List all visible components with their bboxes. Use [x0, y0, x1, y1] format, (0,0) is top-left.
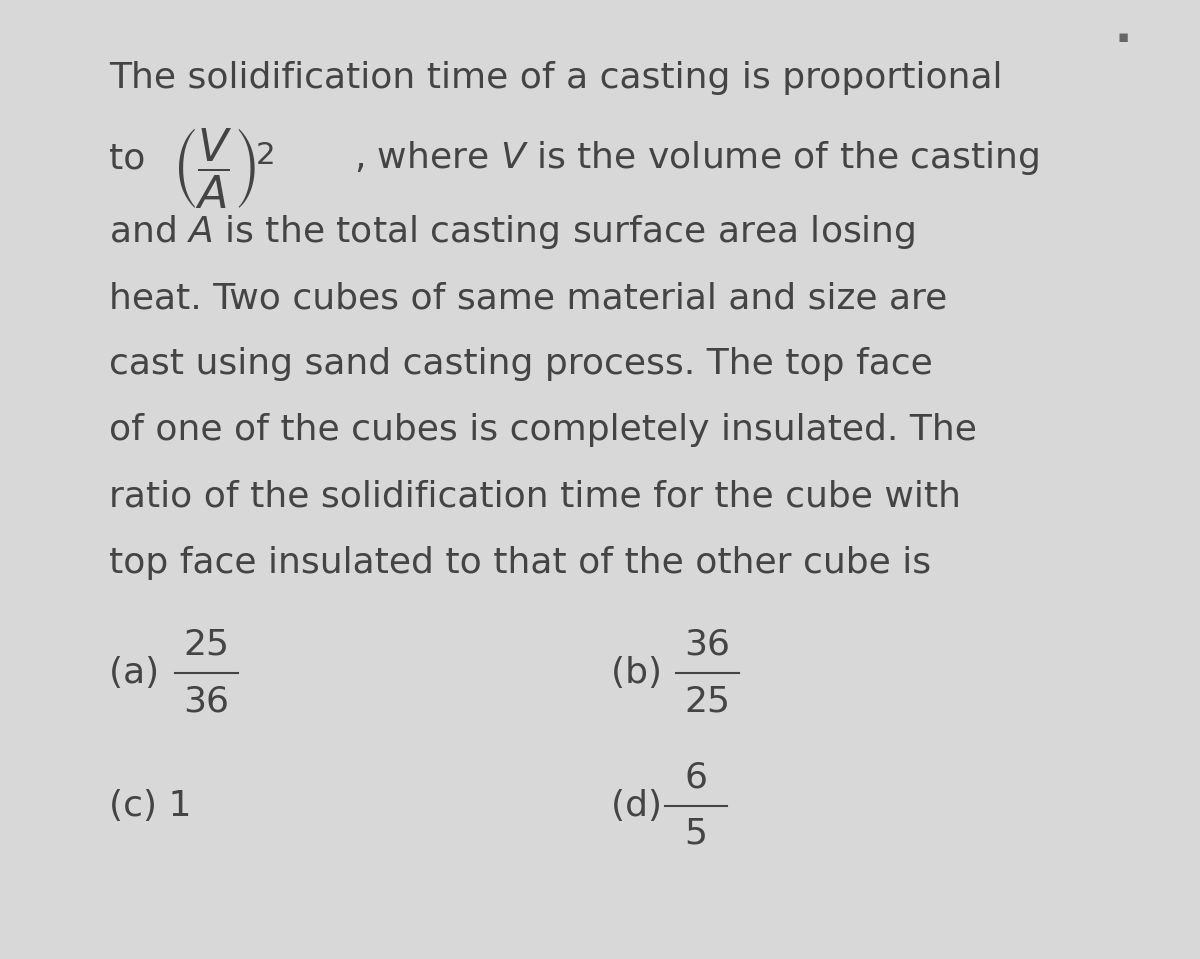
- Text: heat. Two cubes of same material and size are: heat. Two cubes of same material and siz…: [109, 281, 948, 316]
- Text: 5: 5: [684, 817, 708, 851]
- Text: and $A$ is the total casting surface area losing: and $A$ is the total casting surface are…: [109, 213, 916, 251]
- Text: The solidification time of a casting is proportional: The solidification time of a casting is …: [109, 60, 1003, 95]
- Text: 6: 6: [684, 760, 708, 794]
- Text: (d): (d): [611, 788, 673, 823]
- Text: (a): (a): [109, 656, 172, 690]
- Text: cast using sand casting process. The top face: cast using sand casting process. The top…: [109, 347, 934, 381]
- Text: 25: 25: [184, 628, 229, 662]
- Text: to: to: [109, 141, 146, 175]
- Text: (c) 1: (c) 1: [109, 788, 192, 823]
- Text: 36: 36: [184, 685, 229, 718]
- Text: $\left(\dfrac{V}{A}\right)^{\!2}$: $\left(\dfrac{V}{A}\right)^{\!2}$: [172, 126, 274, 210]
- Text: (b): (b): [611, 656, 673, 690]
- Text: ▪: ▪: [1117, 28, 1129, 46]
- Text: of one of the cubes is completely insulated. The: of one of the cubes is completely insula…: [109, 413, 977, 447]
- Text: 36: 36: [684, 628, 731, 662]
- Text: top face insulated to that of the other cube is: top face insulated to that of the other …: [109, 546, 931, 579]
- Text: 25: 25: [684, 685, 731, 718]
- Text: ratio of the solidification time for the cube with: ratio of the solidification time for the…: [109, 480, 961, 513]
- Text: , where $V$ is the volume of the casting: , where $V$ is the volume of the casting: [354, 139, 1039, 177]
